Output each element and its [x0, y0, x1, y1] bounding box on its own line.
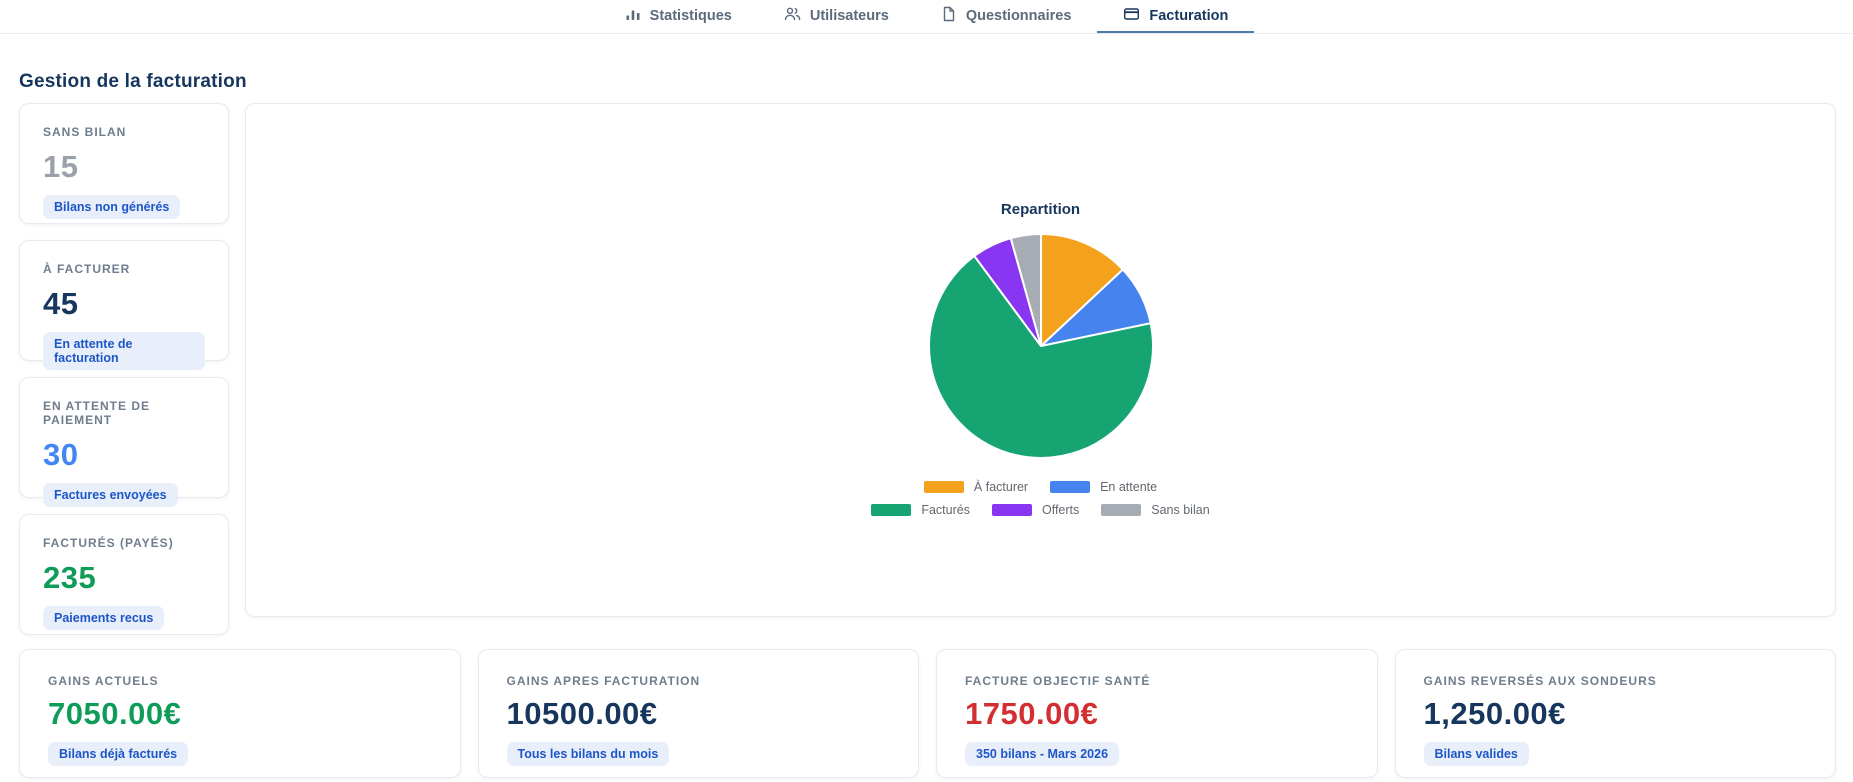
chart-legend: À facturer En attente Facturés Offerts Sans …	[741, 475, 1341, 521]
legend-item-en-attente[interactable]: En attente	[1050, 480, 1157, 494]
chart-title: Repartition	[1000, 201, 1081, 218]
pie-slice-facturés[interactable]	[927, 254, 1154, 459]
summary-card-gains-reverses-aux-sondeurs: GAINS REVERSÉS AUX SONDEURS 1,250.00€ Bi…	[1394, 649, 1836, 778]
legend-swatch	[871, 503, 912, 516]
pie-chart[interactable]	[926, 231, 1156, 461]
status-badge: Paiements recus	[43, 606, 165, 630]
legend-label: Offerts	[1041, 502, 1080, 517]
summary-label: GAINS APRES FACTURATION	[506, 674, 701, 688]
stat-card-column: SANS BILAN 15 Bilans non générés À FACTU…	[19, 103, 229, 635]
stat-value: 30	[43, 437, 79, 472]
legend-item-offerts[interactable]: Offerts	[991, 502, 1080, 517]
legend-row: Facturés Offerts Sans bilan	[741, 498, 1341, 521]
legend-item-facturés[interactable]: Facturés	[871, 503, 970, 517]
tab-questionnaires[interactable]: Questionnaires	[915, 0, 1098, 33]
summary-label: GAINS REVERSÉS AUX SONDEURS	[1423, 674, 1657, 688]
tab-statistiques[interactable]: Statistiques	[599, 0, 758, 33]
legend-label: Facturés	[921, 502, 970, 517]
legend-swatch	[923, 480, 964, 493]
legend-label: En attente	[1100, 479, 1158, 494]
stat-card-a-facturer: À FACTURER 45 En attente de facturation	[19, 240, 229, 370]
legend-item-sans-bilan[interactable]: Sans bilan	[1101, 502, 1210, 517]
stat-card-factures-payes: FACTURÉS (PAYÉS) 235 Paiements recus	[19, 514, 229, 635]
stat-value: 235	[43, 560, 97, 595]
bar-chart-icon	[625, 6, 641, 26]
stat-label: À FACTURER	[43, 262, 131, 276]
stat-value: 45	[43, 286, 79, 321]
summary-card-row: GAINS ACTUELS 7050.00€ Bilans déjà factu…	[19, 649, 1836, 778]
summary-card-gains-actuels: GAINS ACTUELS 7050.00€ Bilans déjà factu…	[19, 649, 461, 778]
tab-utilisateurs[interactable]: Utilisateurs	[758, 0, 915, 33]
credit-card-icon	[1123, 6, 1140, 26]
summary-label: FACTURE OBJECTIF SANTÉ	[965, 674, 1151, 688]
pie-chart-container: Repartition À facturer En attente Facturés…	[741, 201, 1341, 521]
tab-label: Facturation	[1149, 7, 1229, 24]
summary-card-facture-objectif-sante: FACTURE OBJECTIF SANTÉ 1750.00€ 350 bila…	[936, 649, 1378, 778]
tab-facturation[interactable]: Facturation	[1097, 0, 1255, 33]
stat-card-en-attente-de-paiement: EN ATTENTE DE PAIEMENT 30 Factures envoy…	[19, 377, 229, 507]
legend-label: Sans bilan	[1151, 502, 1210, 517]
tab-label: Utilisateurs	[809, 7, 889, 24]
top-tab-bar: Statistiques Utilisateurs Questionnaires	[0, 0, 1853, 34]
legend-row: À facturer En attente	[741, 475, 1341, 498]
status-badge: En attente de facturation	[43, 332, 205, 370]
summary-value: 10500.00€	[506, 696, 658, 731]
legend-swatch	[991, 503, 1032, 516]
legend-item-à-facturer[interactable]: À facturer	[923, 479, 1029, 494]
pie-slice-à-facturer[interactable]	[1039, 232, 1124, 349]
stat-label: FACTURÉS (PAYÉS)	[43, 536, 174, 550]
tab-label: Questionnaires	[965, 7, 1072, 24]
document-icon	[941, 6, 957, 26]
pie-slice-sans-bilan[interactable]	[1009, 232, 1042, 347]
stat-card-sans-bilan: SANS BILAN 15 Bilans non générés	[19, 103, 229, 224]
summary-value: 7050.00€	[48, 696, 182, 731]
users-icon	[784, 6, 801, 26]
summary-card-gains-apres-facturation: GAINS APRES FACTURATION 10500.00€ Tous l…	[477, 649, 919, 778]
status-badge: Bilans valides	[1423, 742, 1529, 766]
status-badge: Tous les bilans du mois	[506, 742, 670, 766]
summary-value: 1750.00€	[965, 696, 1099, 731]
page-title: Gestion de la facturation	[19, 70, 247, 92]
tab-label: Statistiques	[649, 7, 732, 24]
legend-swatch	[1101, 503, 1142, 516]
stat-label: SANS BILAN	[43, 125, 127, 139]
summary-label: GAINS ACTUELS	[48, 674, 159, 688]
legend-swatch	[1050, 480, 1091, 493]
stat-value: 15	[43, 149, 79, 184]
status-badge: Factures envoyées	[43, 483, 178, 507]
legend-label: À facturer	[973, 479, 1029, 494]
status-badge: Bilans déjà facturés	[48, 742, 189, 766]
repartition-chart-panel: Repartition À facturer En attente Facturés…	[245, 103, 1836, 617]
status-badge: 350 bilans - Mars 2026	[965, 742, 1120, 766]
status-badge: Bilans non générés	[43, 195, 181, 219]
summary-value: 1,250.00€	[1423, 696, 1566, 731]
stat-label: EN ATTENTE DE PAIEMENT	[43, 399, 151, 427]
